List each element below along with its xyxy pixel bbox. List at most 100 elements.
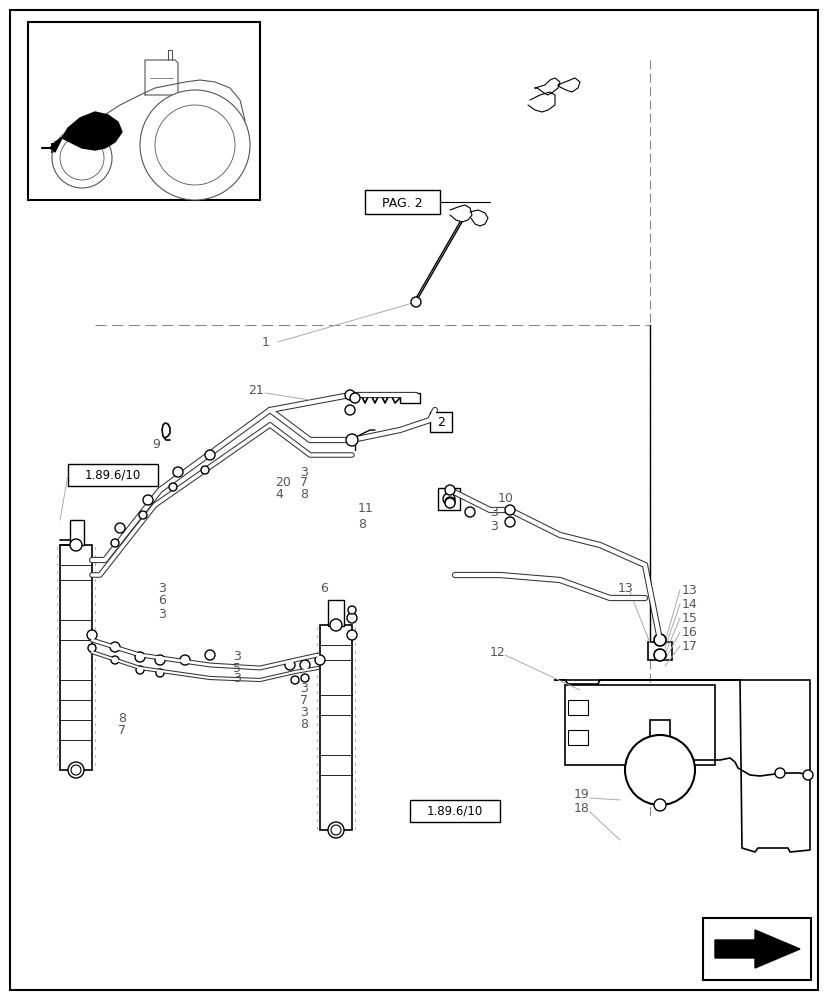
Text: 6: 6 <box>158 594 165 607</box>
Text: 10: 10 <box>497 491 514 504</box>
Bar <box>567 730 587 745</box>
Bar <box>327 600 343 626</box>
Polygon shape <box>715 930 799 968</box>
Circle shape <box>155 105 235 185</box>
Polygon shape <box>50 112 122 152</box>
Text: 12: 12 <box>490 646 505 658</box>
Circle shape <box>60 136 104 180</box>
Text: 13: 13 <box>617 582 633 594</box>
Bar <box>409 800 500 822</box>
Text: 3: 3 <box>490 506 497 518</box>
Bar <box>437 488 460 510</box>
Bar <box>702 918 810 980</box>
Text: 21: 21 <box>248 383 264 396</box>
Bar <box>399 393 419 403</box>
Circle shape <box>774 768 784 778</box>
Text: 1: 1 <box>261 336 270 349</box>
Text: 19: 19 <box>573 788 589 800</box>
Circle shape <box>87 630 97 640</box>
Circle shape <box>52 128 112 188</box>
Circle shape <box>136 666 144 674</box>
Circle shape <box>290 676 299 684</box>
Bar <box>70 520 84 545</box>
Text: PAG. 2: PAG. 2 <box>381 197 422 210</box>
Text: 17: 17 <box>681 640 697 652</box>
Circle shape <box>345 390 355 400</box>
Text: 3: 3 <box>232 650 241 664</box>
Circle shape <box>347 630 356 640</box>
Bar <box>68 464 158 486</box>
Bar <box>567 700 587 715</box>
Bar <box>649 720 669 742</box>
Text: 8: 8 <box>118 711 126 724</box>
Circle shape <box>301 674 308 682</box>
Text: 4: 4 <box>275 488 283 502</box>
Text: 3: 3 <box>158 607 165 620</box>
Circle shape <box>504 517 514 527</box>
Circle shape <box>140 90 250 200</box>
Bar <box>564 685 715 765</box>
Text: 11: 11 <box>357 502 373 514</box>
Circle shape <box>299 660 309 670</box>
Circle shape <box>653 649 665 661</box>
Circle shape <box>444 498 455 508</box>
Circle shape <box>465 507 475 517</box>
Circle shape <box>205 450 215 460</box>
Circle shape <box>155 669 164 677</box>
Circle shape <box>802 770 812 780</box>
Circle shape <box>111 656 119 664</box>
Text: 3: 3 <box>299 682 308 694</box>
Text: 8: 8 <box>299 488 308 502</box>
Circle shape <box>68 762 84 778</box>
Circle shape <box>345 405 355 415</box>
Bar <box>648 642 672 660</box>
Text: 2: 2 <box>437 416 444 428</box>
Bar <box>429 412 452 432</box>
Circle shape <box>284 660 294 670</box>
Text: 20: 20 <box>275 477 290 489</box>
Bar <box>60 545 92 770</box>
Circle shape <box>111 539 119 547</box>
Text: 7: 7 <box>118 723 126 736</box>
Circle shape <box>653 634 665 646</box>
Circle shape <box>135 652 145 662</box>
Circle shape <box>143 495 153 505</box>
Bar <box>28 22 260 200</box>
Circle shape <box>115 523 125 533</box>
Circle shape <box>346 434 357 446</box>
Circle shape <box>169 483 177 491</box>
Text: 6: 6 <box>319 582 327 594</box>
Circle shape <box>442 493 455 505</box>
Text: 8: 8 <box>357 518 366 530</box>
Circle shape <box>410 297 420 307</box>
Text: 7: 7 <box>299 694 308 706</box>
Circle shape <box>331 825 341 835</box>
Circle shape <box>327 822 343 838</box>
Text: 5: 5 <box>232 662 241 674</box>
Text: 16: 16 <box>681 626 697 638</box>
Circle shape <box>347 613 356 623</box>
Circle shape <box>444 497 455 507</box>
Circle shape <box>347 606 356 614</box>
Text: 3: 3 <box>232 672 241 686</box>
Circle shape <box>179 655 189 665</box>
Circle shape <box>504 505 514 515</box>
Circle shape <box>350 393 360 403</box>
Circle shape <box>624 735 694 805</box>
Circle shape <box>139 511 147 519</box>
Text: 3: 3 <box>158 582 165 594</box>
Text: 13: 13 <box>681 584 697 596</box>
Text: 14: 14 <box>681 597 697 610</box>
Text: 15: 15 <box>681 611 697 624</box>
Text: 7: 7 <box>299 477 308 489</box>
Text: 3: 3 <box>299 466 308 479</box>
Circle shape <box>155 655 165 665</box>
Circle shape <box>71 765 81 775</box>
Text: 8: 8 <box>299 717 308 730</box>
Circle shape <box>205 650 215 660</box>
Circle shape <box>201 466 208 474</box>
Circle shape <box>444 485 455 495</box>
Text: 9: 9 <box>152 438 160 452</box>
Text: 3: 3 <box>490 520 497 532</box>
Circle shape <box>110 642 120 652</box>
